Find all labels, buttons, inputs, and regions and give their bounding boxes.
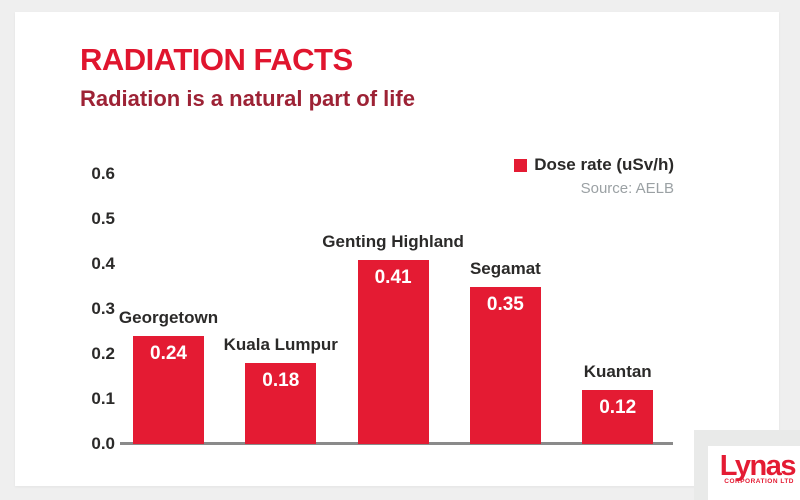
bar-category-label: Genting Highland bbox=[322, 231, 464, 251]
y-axis-tick-label: 0.6 bbox=[91, 164, 115, 183]
y-axis-tick-label: 0.5 bbox=[91, 209, 115, 228]
legend-entry: Dose rate (uSv/h) bbox=[514, 155, 674, 175]
source-note: Source: AELB bbox=[580, 180, 674, 197]
bar-value-label: 0.24 bbox=[150, 343, 187, 364]
lynas-logo-subtext: CORPORATION LTD bbox=[724, 478, 794, 485]
y-axis-tick-label: 0.2 bbox=[91, 344, 115, 363]
legend-swatch-icon bbox=[514, 158, 528, 172]
y-axis-tick-label: 0.1 bbox=[91, 389, 115, 408]
y-axis-tick-label: 0.0 bbox=[91, 434, 115, 453]
bar-value-label: 0.18 bbox=[262, 370, 300, 391]
bar-category-label: Kuantan bbox=[583, 362, 652, 381]
lynas-logo-wordmark: Lynas bbox=[719, 450, 797, 482]
bar-georgetown: 0.24 bbox=[133, 336, 204, 444]
page-subtitle: Radiation is a natural part of life bbox=[80, 86, 415, 111]
bar-kuala-lumpur: 0.18 bbox=[245, 363, 317, 444]
bar-genting-highland: 0.41 bbox=[357, 259, 429, 444]
page-title: RADIATION FACTS bbox=[80, 42, 353, 77]
bar-value-label: 0.41 bbox=[374, 266, 412, 288]
y-axis-tick-label: 0.3 bbox=[91, 299, 115, 318]
bar-category-label: Kuala Lumpur bbox=[223, 335, 338, 354]
bar-segamat: 0.35 bbox=[469, 286, 541, 444]
bar-category-label: Georgetown bbox=[118, 308, 219, 327]
chart-legend: Dose rate (uSv/h) Source: AELB bbox=[514, 155, 674, 197]
bar-kuantan: 0.12 bbox=[582, 390, 654, 444]
bar-value-label: 0.35 bbox=[486, 293, 524, 315]
legend-label: Dose rate (uSv/h) bbox=[534, 155, 674, 174]
y-axis-tick-label: 0.4 bbox=[91, 254, 115, 273]
lynas-logo: Lynas CORPORATION LTD bbox=[708, 446, 800, 500]
bar-category-label: Segamat bbox=[469, 258, 541, 278]
bar-value-label: 0.12 bbox=[599, 397, 637, 418]
